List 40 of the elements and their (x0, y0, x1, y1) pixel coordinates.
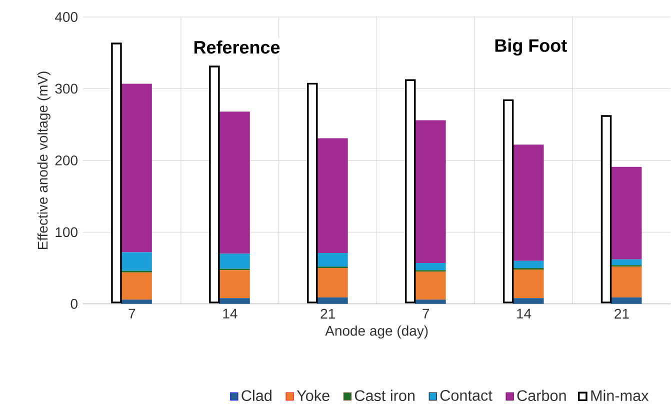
y-axis-title: Effective anode voltage (mV) (37, 72, 50, 250)
legend-label: Cast iron (354, 390, 414, 402)
x-tick-label: 7 (128, 308, 136, 319)
bar (414, 263, 446, 270)
x-tick-label: 14 (223, 308, 238, 319)
y-tick-label: 400 (55, 12, 78, 22)
legend-label: Carbon (517, 390, 566, 402)
bar (610, 297, 642, 304)
bar (414, 272, 446, 300)
y-tick-label: 300 (55, 84, 78, 94)
x-tick-label: 21 (614, 308, 629, 319)
legend-label: Clad (242, 390, 272, 402)
y-tick-label: 100 (56, 227, 78, 238)
bar (120, 272, 152, 300)
bar (414, 300, 446, 304)
bar (316, 268, 348, 298)
x-tick-label: 21 (320, 308, 335, 319)
x-tick-label: 14 (517, 308, 532, 319)
legend-label: Min-max (591, 390, 649, 402)
bar (218, 298, 250, 304)
bar (512, 298, 544, 304)
y-tick-label: 200 (55, 156, 78, 166)
bar (218, 270, 250, 298)
y-tick-label: 0 (70, 299, 78, 309)
x-axis-title: Anode age (day) (325, 326, 428, 339)
bar (316, 297, 348, 304)
bar (610, 266, 642, 298)
bar (610, 259, 642, 266)
annotation: Big Foot (495, 38, 567, 56)
legend-label: Contact (440, 390, 492, 401)
legend-label: Yoke (296, 390, 330, 402)
x-tick-label: 7 (422, 308, 430, 319)
bar (512, 270, 544, 298)
annotation: Reference (194, 40, 280, 54)
bar (512, 260, 544, 268)
bar (120, 252, 152, 271)
bar (218, 254, 250, 269)
bar (600, 115, 612, 304)
bar (316, 253, 348, 267)
bar (120, 300, 152, 304)
